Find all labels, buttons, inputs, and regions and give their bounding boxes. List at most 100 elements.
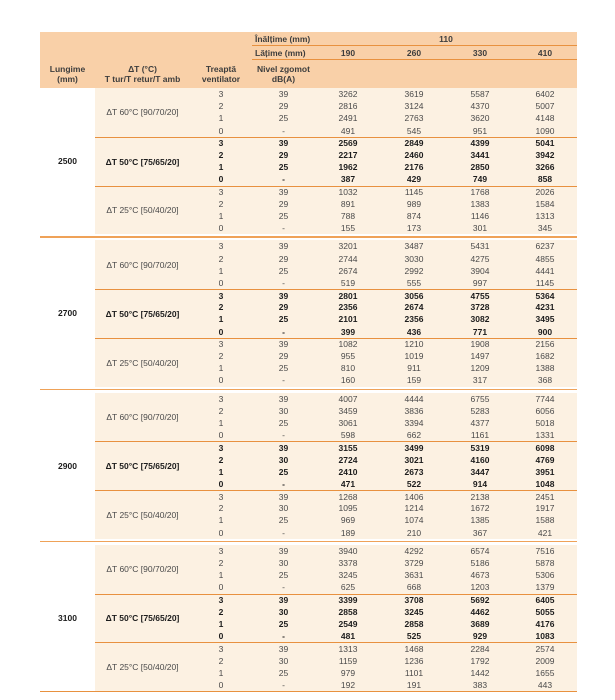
output-value-190: 2217 (315, 148, 381, 162)
output-value-260: 1406 (381, 490, 447, 503)
fan-speed-value: 1 (190, 617, 252, 631)
output-value-330: 1146 (447, 209, 513, 223)
length-group-2700: 2700 ΔT 60°C [90/70/20] 3 39 3201 3487 5431 623… (40, 240, 577, 387)
table-header: Înălțime (mm) 110 Lățime (mm) 190 260 33… (40, 32, 577, 88)
header-empty-corner (40, 32, 252, 60)
delta-t-label: ΔT 25°C [50/40/20] (95, 337, 190, 387)
noise-level-value: 39 (252, 392, 315, 405)
fan-speed-value: 3 (190, 337, 252, 350)
output-value-190: 788 (315, 209, 381, 223)
output-value-410: 5055 (513, 605, 577, 618)
output-value-260: 1236 (381, 654, 447, 667)
radiator-output-table: Înălțime (mm) 110 Lățime (mm) 190 260 33… (40, 32, 577, 692)
width-column-190: 190 (315, 46, 381, 60)
group-separator (40, 538, 577, 545)
output-value-190: 155 (315, 222, 381, 235)
output-value-260: 210 (381, 526, 447, 539)
output-value-330: 1442 (447, 666, 513, 679)
output-value-260: 1101 (381, 666, 447, 679)
fan-speed-value: 0 (190, 124, 252, 137)
delta-t-label: ΔT 50°C [75/65/20] (95, 136, 190, 186)
noise-header-line2: dB(A) (271, 74, 296, 84)
fan-speed-value: 0 (190, 477, 252, 490)
output-value-330: 1672 (447, 502, 513, 515)
noise-level-value: 29 (252, 197, 315, 210)
output-value-260: 3729 (381, 556, 447, 570)
output-value-330: 1792 (447, 654, 513, 667)
fan-speed-value: 2 (190, 404, 252, 417)
output-value-260: 4444 (381, 392, 447, 405)
output-value-330: 3441 (447, 148, 513, 162)
output-value-260: 1019 (381, 349, 447, 363)
output-value-260: 3631 (381, 569, 447, 582)
output-value-190: 2816 (315, 100, 381, 113)
noise-level-value: - (252, 276, 315, 289)
output-value-330: 6755 (447, 392, 513, 405)
output-value-260: 3836 (381, 404, 447, 417)
output-value-410: 6098 (513, 441, 577, 454)
height-header-value: 110 (315, 32, 577, 46)
output-value-410: 3495 (513, 313, 577, 326)
output-value-190: 2101 (315, 313, 381, 326)
output-value-260: 668 (381, 581, 447, 594)
fan-speed-value: 3 (190, 544, 252, 557)
noise-level-value: - (252, 374, 315, 387)
output-value-330: 771 (447, 325, 513, 338)
output-value-410: 2156 (513, 337, 577, 350)
output-value-190: 3459 (315, 404, 381, 417)
output-value-410: 4441 (513, 264, 577, 277)
fan-speed-value: 2 (190, 605, 252, 618)
output-value-410: 3266 (513, 161, 577, 174)
length-cell: 3100 (40, 544, 95, 691)
delta-t-label: ΔT 25°C [50/40/20] (95, 490, 190, 539)
output-value-330: 4275 (447, 252, 513, 265)
output-value-410: 1145 (513, 276, 577, 289)
output-value-260: 3245 (381, 605, 447, 618)
noise-level-value: - (252, 222, 315, 235)
fan-speed-value: 2 (190, 252, 252, 265)
output-value-330: 1203 (447, 581, 513, 594)
output-value-260: 2858 (381, 617, 447, 631)
output-value-410: 443 (513, 678, 577, 691)
output-value-260: 173 (381, 222, 447, 235)
noise-level-value: 39 (252, 240, 315, 253)
noise-level-value: 30 (252, 654, 315, 667)
noise-level-value: 39 (252, 337, 315, 350)
output-value-330: 3904 (447, 264, 513, 277)
output-value-190: 625 (315, 581, 381, 594)
delta-t-label: ΔT 60°C [90/70/20] (95, 544, 190, 594)
output-value-330: 3728 (447, 301, 513, 314)
fan-speed-value: 3 (190, 185, 252, 198)
fan-speed-value: 2 (190, 453, 252, 466)
fan-speed-column-header: Treaptă ventilator (190, 60, 252, 88)
noise-level-value: 30 (252, 453, 315, 466)
noise-level-value: - (252, 173, 315, 186)
noise-level-value: - (252, 630, 315, 643)
width-column-410: 410 (513, 46, 577, 60)
output-value-260: 3124 (381, 100, 447, 113)
output-value-190: 1159 (315, 654, 381, 667)
noise-level-value: 25 (252, 617, 315, 631)
output-value-190: 481 (315, 630, 381, 643)
fan-speed-value: 1 (190, 313, 252, 326)
fan-speed-value: 2 (190, 148, 252, 162)
output-value-410: 1048 (513, 477, 577, 490)
output-value-330: 317 (447, 374, 513, 387)
output-value-190: 891 (315, 197, 381, 210)
width-header-label: Lățime (mm) (252, 46, 315, 60)
noise-level-value: 39 (252, 593, 315, 606)
output-value-260: 4292 (381, 544, 447, 557)
noise-level-value: 39 (252, 289, 315, 302)
output-value-260: 1074 (381, 514, 447, 527)
fan-speed-value: 2 (190, 556, 252, 570)
output-value-330: 2284 (447, 642, 513, 655)
output-value-190: 1095 (315, 502, 381, 515)
fan-speed-value: 0 (190, 526, 252, 539)
output-value-190: 2674 (315, 264, 381, 277)
length-group-3100: 3100 ΔT 60°C [90/70/20] 3 39 3940 4292 6574 751… (40, 544, 577, 692)
fan-speed-value: 3 (190, 593, 252, 606)
output-value-330: 749 (447, 173, 513, 186)
output-value-260: 2673 (381, 465, 447, 478)
output-value-410: 5041 (513, 136, 577, 149)
